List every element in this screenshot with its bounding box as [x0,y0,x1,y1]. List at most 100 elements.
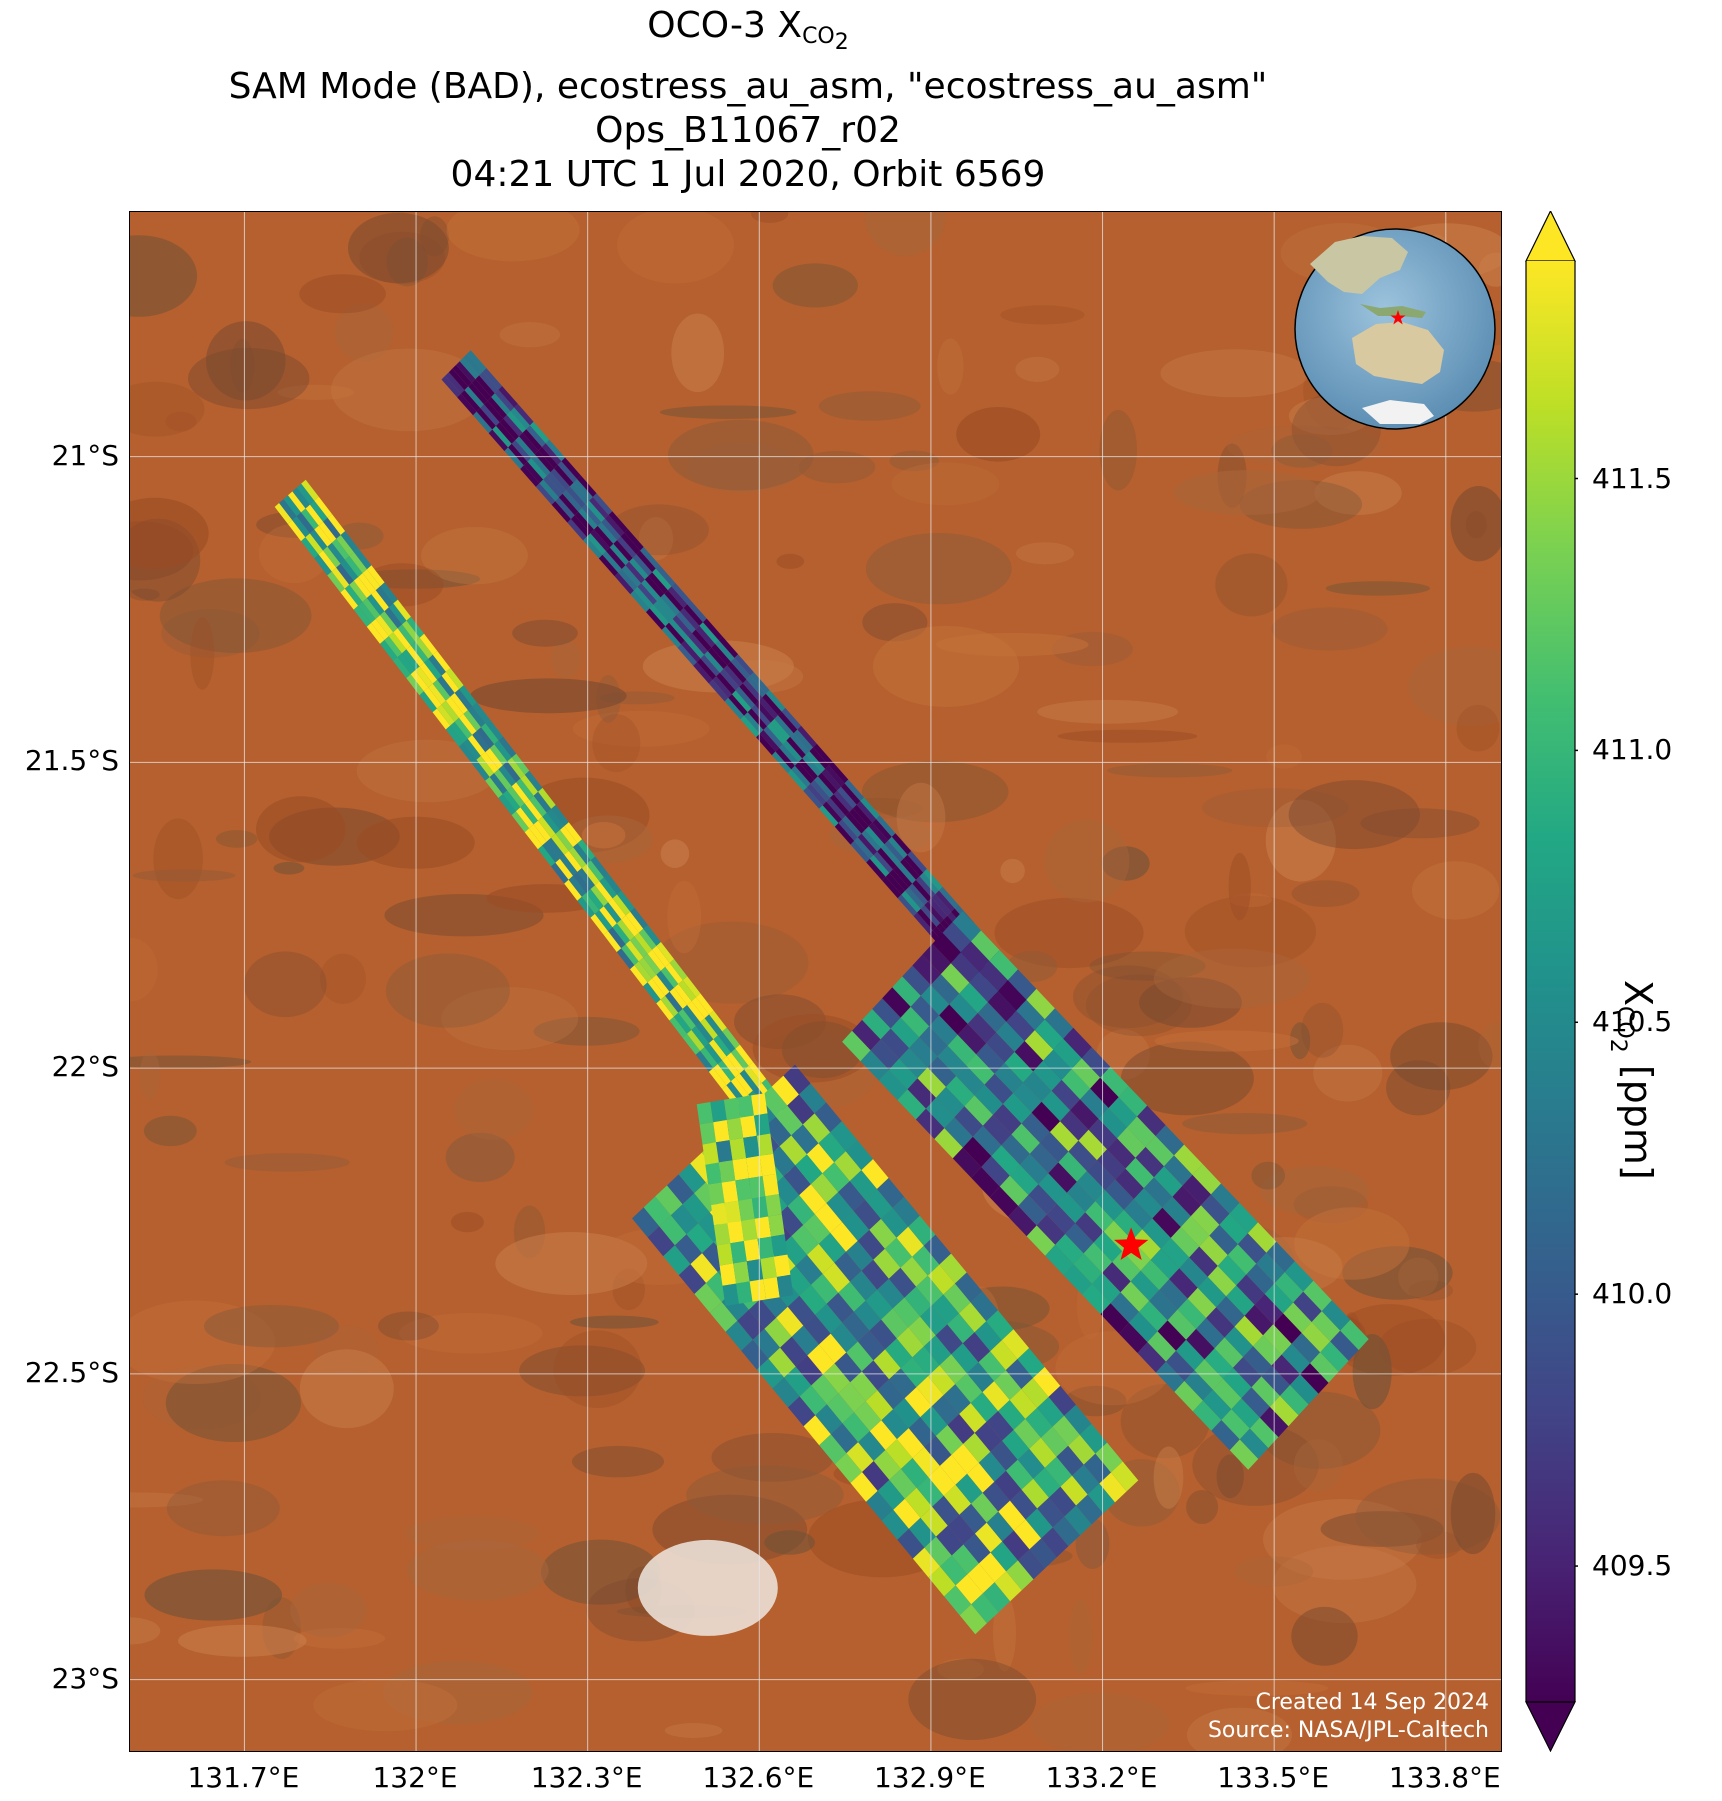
sounding-cell [1249,1417,1279,1448]
sounding-cell [983,1114,1012,1146]
sounding-cell [913,912,933,934]
sounding-cell [551,501,571,523]
sounding-cell [1036,1214,1066,1245]
sounding-cell [667,586,688,608]
sounding-cell [865,1189,893,1219]
sounding-cell [834,1352,862,1383]
sounding-cell [1105,1179,1134,1210]
sounding-cell [529,795,547,817]
sounding-cell [975,1522,1003,1553]
sounding-cell [1251,1376,1280,1407]
sounding-cell [464,386,484,408]
sounding-cell [844,779,864,801]
sounding-cell [931,1294,959,1325]
terrain-patch [519,1345,645,1397]
sounding-cell [1029,1538,1057,1569]
sounding-cell [492,425,512,448]
sounding-cell [803,787,823,809]
sounding-cell [1216,1296,1245,1327]
sounding-cell [1070,1099,1099,1130]
sounding-cell [1014,1041,1044,1072]
sounding-cell [415,637,433,659]
sounding-cell [538,447,558,469]
sounding-cell [940,963,970,994]
sounding-cell [581,504,602,526]
sounding-cell [775,747,795,770]
sounding-cell [310,500,328,522]
sounding-cell [998,1400,1026,1430]
sounding-cell [1098,1108,1128,1139]
map-panel: Created 14 Sep 2024 Source: NASA/JPL-Cal… [129,211,1502,1752]
terrain-patch [378,1311,439,1341]
sounding-cell [730,658,751,680]
sounding-cell [496,422,516,444]
sounding-cell [551,862,569,884]
terrain-patch [638,517,674,561]
figure-title: OCO-3 XCO2 SAM Mode (BAD), ecostress_au_… [0,4,1496,197]
inset-globe [1294,228,1496,430]
sounding-cell [603,931,622,953]
sounding-cell [806,1143,835,1174]
sounding-cell [506,411,527,433]
terrain-patch [130,1055,252,1069]
sounding-cell [730,1241,747,1264]
terrain-patch [190,617,215,690]
sounding-cell [1244,1304,1274,1336]
sounding-cell [479,371,499,394]
sounding-cell [873,1349,901,1380]
terrain-patch [495,1232,648,1295]
sounding-cell [314,496,332,518]
sounding-cell [459,713,477,735]
sounding-cell [994,1571,1022,1602]
sounding-cell [814,776,834,798]
sounding-cell [682,1193,710,1224]
sounding-cell [1192,1400,1222,1431]
sounding-cell [726,1117,744,1141]
sounding-cell [1065,1223,1094,1254]
sounding-cell [834,1151,862,1182]
sounding-cell [787,769,807,791]
sounding-cell [889,869,909,891]
sounding-cell [1280,1385,1309,1416]
sounding-cell [1190,1205,1220,1236]
sounding-cell [646,608,666,630]
sounding-cell [708,1182,725,1206]
sounding-cell [775,1105,803,1136]
sounding-cell [907,1078,936,1109]
colorbar-tick-label: 410.0 [1592,1277,1673,1311]
sounding-cell [1034,1019,1064,1050]
sounding-cell [890,1017,920,1048]
terrain-patch [751,212,789,223]
sounding-cell [951,1343,979,1374]
sounding-cell [727,661,747,684]
terrain-patch [1301,1002,1344,1058]
sounding-cell [612,923,631,945]
sounding-cell [892,865,913,888]
sounding-cell [1051,1079,1081,1111]
sounding-cell [523,461,544,484]
sounding-cell [292,516,310,538]
terrain-patch [865,533,1012,605]
sounding-cell [787,1295,816,1326]
sounding-cell [957,1023,987,1055]
sounding-cell [888,836,908,859]
sounding-cell [305,504,324,526]
sounding-cell [520,465,540,487]
sounding-cell [959,1503,987,1534]
sounding-cell [725,1320,753,1351]
sounding-cell [491,393,511,415]
sounding-cell [1016,999,1045,1031]
sounding-cell [1100,1303,1129,1334]
sounding-cell [743,1238,761,1262]
sounding-cell [902,965,931,996]
sounding-cell [485,719,503,741]
sounding-cell [873,1450,901,1480]
sounding-cell [504,447,524,469]
longitude-label: 131.7°E [187,1761,300,1794]
sounding-cell [1321,1300,1351,1331]
terrain-patch [671,313,725,393]
terrain-patch [659,405,797,419]
sounding-cell [822,1262,850,1293]
sounding-cell [872,998,901,1029]
sounding-cell [807,783,827,806]
